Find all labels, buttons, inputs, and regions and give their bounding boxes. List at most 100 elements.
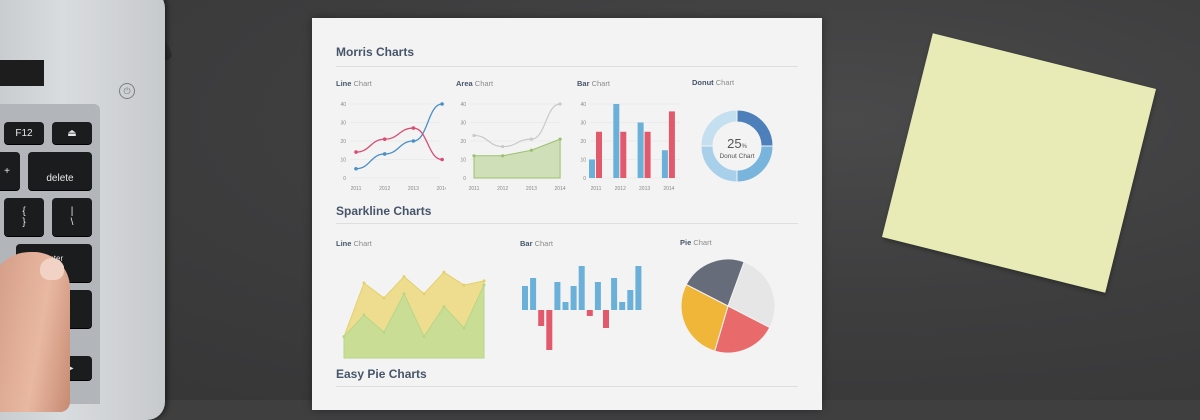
data-point bbox=[529, 148, 533, 152]
sparkline-bar bbox=[619, 302, 626, 310]
data-point bbox=[472, 154, 476, 158]
pie-slice bbox=[727, 261, 776, 329]
bar bbox=[668, 111, 675, 178]
bar bbox=[620, 131, 627, 178]
data-point bbox=[482, 283, 486, 287]
eject-icon: ⏏ bbox=[67, 127, 77, 139]
key-label: { bbox=[22, 206, 26, 217]
chart-label-bold: Bar bbox=[577, 79, 590, 88]
section-title-morris: Morris Charts bbox=[336, 45, 415, 59]
power-button-icon[interactable]: ⏻ bbox=[119, 83, 135, 99]
data-point bbox=[354, 150, 358, 154]
data-point bbox=[402, 275, 406, 279]
chart-label-rest: Chart bbox=[472, 79, 494, 88]
donut-slice bbox=[700, 109, 738, 147]
y-tick-label: 10 bbox=[340, 158, 346, 164]
x-tick-label: 2012 bbox=[379, 186, 390, 192]
key-backslash[interactable]: | \ bbox=[52, 198, 92, 236]
data-point bbox=[411, 139, 416, 143]
bar bbox=[661, 150, 668, 178]
chart-label-bold: Bar bbox=[520, 239, 533, 248]
data-point bbox=[501, 144, 505, 149]
pie-slice bbox=[714, 305, 771, 354]
key-plus[interactable]: + bbox=[0, 152, 20, 190]
spark-label-bar: Bar Chart bbox=[520, 239, 553, 248]
x-tick-label: 2014 bbox=[663, 186, 674, 192]
divider bbox=[336, 223, 798, 224]
data-point bbox=[440, 102, 444, 106]
data-point bbox=[442, 270, 446, 274]
key-label: } bbox=[22, 217, 26, 228]
key-label: delete bbox=[46, 173, 74, 184]
divider bbox=[336, 66, 798, 67]
laptop-hinge bbox=[0, 60, 44, 86]
chart-label-rest: Chart bbox=[532, 239, 553, 248]
arrow-right-icon: ▸ bbox=[68, 362, 74, 374]
data-point bbox=[382, 152, 387, 156]
data-point bbox=[402, 292, 406, 296]
data-point bbox=[422, 292, 426, 296]
morris-donut-chart: 25% Donut Chart bbox=[700, 109, 774, 183]
sparkline-bar bbox=[562, 302, 569, 310]
y-tick-label: 40 bbox=[340, 102, 346, 108]
series-line bbox=[355, 127, 443, 161]
sparkline-bar bbox=[530, 278, 537, 310]
y-tick-label: 30 bbox=[460, 121, 466, 127]
x-tick-label: 2013 bbox=[639, 186, 650, 192]
key-label: | bbox=[70, 206, 74, 217]
sparkline-bar bbox=[603, 310, 609, 328]
data-point bbox=[558, 137, 562, 141]
chart-label-rest: Chart bbox=[351, 239, 372, 248]
key-eject[interactable]: ⏏ bbox=[52, 122, 92, 144]
sparkline-line-chart bbox=[342, 270, 486, 359]
chart-label-line: Line Chart bbox=[336, 79, 372, 88]
chart-label-rest: Chart bbox=[589, 79, 610, 88]
sparkline-bar bbox=[570, 286, 577, 310]
morris-area-chart: 0 10 20 30 40 2011 2012 2013 2014 bbox=[460, 102, 565, 192]
spark-label-pie: Pie Chart bbox=[680, 238, 712, 247]
y-tick-label: 40 bbox=[580, 102, 586, 108]
morris-bar-chart: 0 10 20 30 40 2011 2012 2013 2014 bbox=[580, 102, 680, 192]
y-tick-label: 30 bbox=[580, 121, 586, 127]
chart-label-rest: Chart bbox=[713, 78, 735, 87]
donut-slice bbox=[736, 109, 774, 147]
series-line bbox=[355, 103, 443, 170]
x-tick-label: 2011 bbox=[591, 186, 602, 192]
bar bbox=[637, 122, 644, 178]
sparkline-bar bbox=[538, 310, 545, 326]
donut-center-label: Donut Chart bbox=[719, 153, 754, 160]
key-label: \ bbox=[70, 217, 74, 228]
data-point bbox=[422, 335, 426, 339]
data-point bbox=[462, 326, 466, 330]
section-title-easypie: Easy Pie Charts bbox=[336, 367, 427, 381]
printed-report: Morris Charts Line Chart Area Chart Bar … bbox=[312, 18, 822, 410]
sparkline-pie-chart bbox=[680, 258, 776, 354]
divider bbox=[336, 386, 798, 387]
key-brace[interactable]: {} bbox=[4, 198, 44, 236]
data-point bbox=[501, 154, 505, 158]
x-tick-label: 2013 bbox=[526, 186, 537, 192]
chart-label-bar: Bar Chart bbox=[577, 79, 610, 88]
sparkline-bar bbox=[546, 310, 553, 350]
key-f12[interactable]: F12 bbox=[4, 122, 44, 144]
key-label: F12 bbox=[15, 127, 33, 139]
key-delete[interactable]: delete bbox=[28, 152, 92, 190]
sparkline-bar bbox=[635, 266, 642, 310]
data-point bbox=[462, 283, 466, 287]
chart-label-bold: Area bbox=[456, 79, 473, 88]
chart-label-area: Area Chart bbox=[456, 79, 493, 88]
sparkline-bar bbox=[578, 266, 585, 310]
chart-label-bold: Line bbox=[336, 239, 352, 248]
chart-label-donut: Donut Chart bbox=[692, 78, 734, 87]
chart-label-rest: Chart bbox=[691, 238, 712, 247]
key-label: + bbox=[4, 165, 10, 177]
data-point bbox=[382, 296, 386, 300]
fingernail bbox=[40, 258, 64, 280]
sparkline-bar bbox=[554, 282, 561, 310]
y-tick-label: 20 bbox=[460, 139, 466, 145]
y-tick-label: 30 bbox=[340, 121, 346, 127]
x-tick-label: 2011 bbox=[469, 186, 480, 192]
sparkline-bar bbox=[594, 282, 601, 310]
sparkline-bar bbox=[627, 290, 634, 310]
chart-label-bold: Pie bbox=[680, 238, 692, 247]
